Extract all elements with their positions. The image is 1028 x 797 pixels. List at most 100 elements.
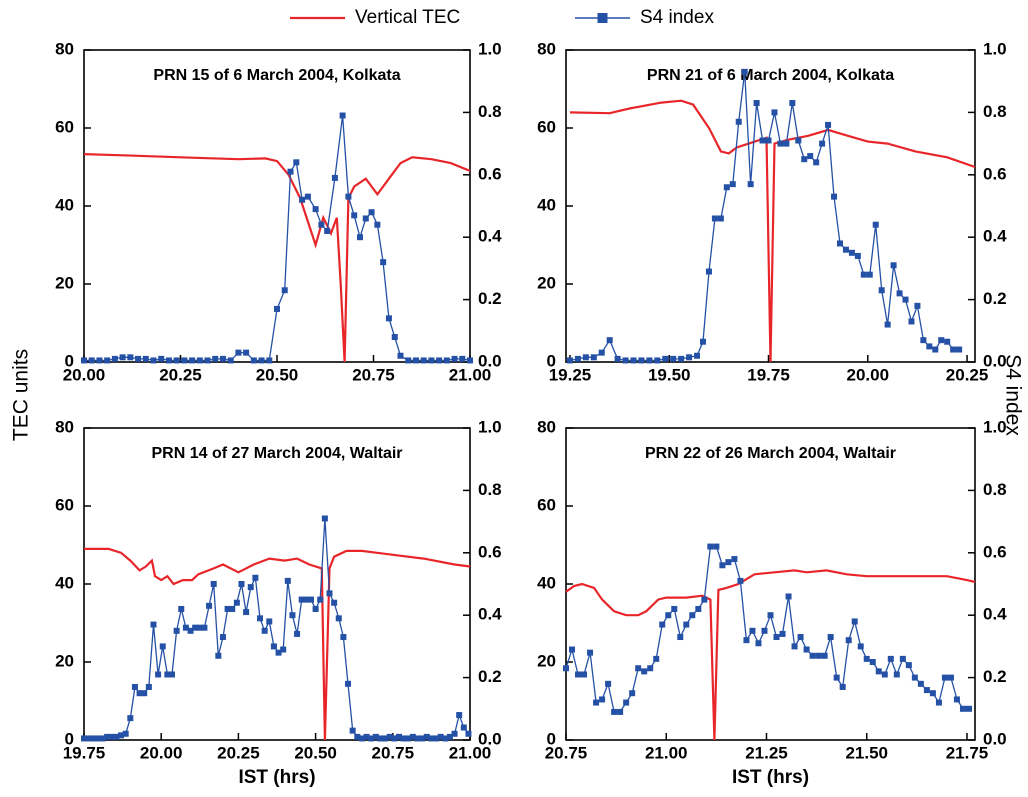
data-point [705, 268, 712, 275]
data-point [761, 627, 768, 634]
y-tick-label: 20 [537, 651, 556, 670]
data-point [173, 627, 180, 634]
data-point [935, 699, 942, 706]
data-point [671, 605, 678, 612]
data-point [442, 735, 449, 742]
data-point [385, 315, 392, 322]
data-point [210, 581, 217, 587]
data-point [932, 346, 939, 353]
data-point [465, 730, 472, 737]
data-point [374, 221, 381, 228]
data-point [111, 355, 118, 362]
data-point [884, 321, 891, 328]
data-point [743, 637, 750, 644]
data-point [414, 735, 421, 742]
data-point [356, 234, 363, 241]
x-tick-label: 21.00 [645, 743, 688, 762]
data-point [380, 259, 387, 266]
data-point [729, 181, 736, 188]
data-point [96, 357, 103, 364]
data-point [400, 735, 407, 742]
data-point [641, 668, 648, 675]
data-point [204, 357, 211, 364]
data-point [293, 159, 300, 166]
data-point [773, 634, 780, 641]
data-point [599, 696, 606, 703]
y2-tick-label: 0.4 [983, 605, 1007, 624]
data-point [902, 296, 909, 303]
data-point [397, 352, 404, 359]
data-point [875, 668, 882, 675]
data-point [860, 271, 867, 278]
y2-tick-label: 0.0 [983, 351, 1007, 370]
data-point [324, 227, 331, 234]
data-point [801, 156, 808, 163]
data-point [266, 618, 273, 625]
panel-title: PRN 21 of 6 March 2004, Kolkata [647, 67, 894, 84]
data-point [683, 621, 690, 628]
data-point [368, 209, 375, 216]
data-point [789, 100, 796, 107]
y2-tick-label: 0.6 [983, 164, 1007, 183]
data-point [368, 735, 375, 742]
data-point [104, 357, 111, 364]
data-point [713, 543, 720, 550]
data-point [229, 605, 236, 612]
y2-tick-label: 0.2 [983, 289, 1007, 308]
data-point [809, 652, 816, 659]
data-point [723, 184, 730, 191]
data-point [164, 671, 171, 678]
data-point [420, 357, 427, 364]
data-point [797, 634, 804, 641]
data-point [653, 655, 660, 662]
x-tick-label: 19.50 [648, 365, 691, 384]
data-point [118, 732, 125, 739]
x-tick-label: 20.00 [140, 743, 183, 762]
data-point [235, 349, 242, 356]
data-point [731, 556, 738, 563]
data-point [779, 630, 786, 637]
data-point [219, 355, 226, 362]
data-point [428, 735, 435, 742]
y-tick-label: 80 [537, 39, 556, 58]
y2-tick-label: 0.8 [478, 102, 502, 121]
data-point [959, 705, 966, 712]
data-point [382, 735, 389, 742]
y2-tick-label: 1.0 [983, 417, 1007, 436]
data-point [158, 355, 165, 362]
data-point [206, 602, 213, 609]
data-point [646, 357, 653, 364]
data-point [280, 646, 287, 653]
series-line [565, 545, 969, 713]
y2-tick-label: 0.2 [478, 667, 502, 686]
data-point [938, 337, 945, 344]
data-point [923, 687, 930, 694]
data-point [181, 357, 188, 364]
y-tick-label: 80 [537, 417, 556, 436]
x-tick-label: 20.75 [352, 365, 395, 384]
data-point [741, 68, 748, 75]
x-tick-label: 21.25 [745, 743, 788, 762]
data-point [833, 674, 840, 681]
data-point [169, 671, 176, 678]
y-tick-label: 20 [537, 273, 556, 292]
data-point [81, 357, 87, 364]
data-point [759, 137, 766, 144]
data-point [127, 715, 134, 722]
data-point [294, 630, 301, 637]
y2-tick-label: 1.0 [983, 39, 1007, 58]
series-line [84, 115, 471, 362]
data-point [665, 612, 672, 619]
data-point [699, 338, 706, 345]
data-point [707, 543, 714, 550]
data-point [386, 733, 393, 740]
data-point [611, 708, 618, 715]
x-tick-label: 21.50 [845, 743, 888, 762]
data-point [662, 355, 669, 362]
data-point [566, 357, 573, 364]
data-point [358, 735, 365, 742]
data-point [467, 357, 473, 364]
y2-tick-label: 0.4 [983, 227, 1007, 246]
data-point [926, 343, 933, 350]
